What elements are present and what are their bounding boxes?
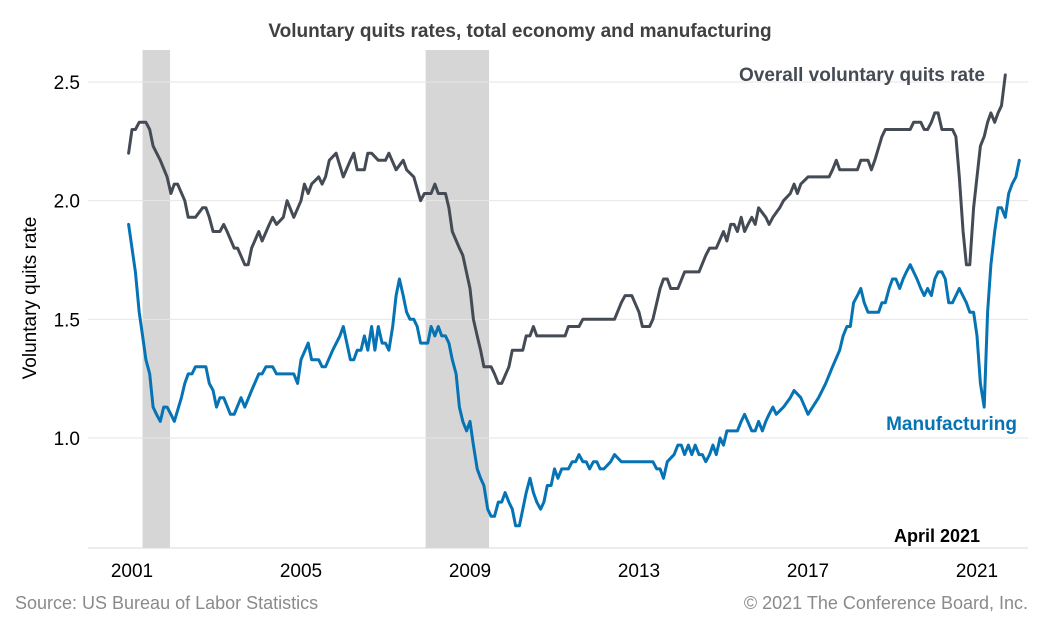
- recession-band-1: [142, 50, 171, 548]
- x-axis-ticks: 2001 2005 2009 2013 2017 2021: [111, 561, 998, 582]
- x-tick-label-2009: 2009: [449, 561, 491, 582]
- x-tick-label-2013: 2013: [618, 561, 660, 582]
- x-tick-label-2017: 2017: [787, 561, 829, 582]
- overall-quits-line: [127, 73, 1007, 385]
- date-annotation: April 2021: [894, 526, 980, 546]
- y-axis-ticks: 1.0 1.5 2.0 2.5: [54, 73, 80, 450]
- manufacturing-series-label: Manufacturing: [886, 414, 1017, 435]
- recession-band-2: [425, 50, 490, 548]
- y-axis-label: Voluntary quits rate: [20, 217, 41, 380]
- gridlines: [88, 81, 1028, 439]
- copyright-note: © 2021 The Conference Board, Inc.: [744, 593, 1028, 613]
- y-tick-label-1.0: 1.0: [54, 429, 80, 450]
- x-tick-label-2001: 2001: [111, 561, 153, 582]
- chart-title: Voluntary quits rates, total economy and…: [268, 21, 771, 42]
- overall-series-label: Overall voluntary quits rate: [739, 65, 985, 86]
- x-tick-label-2005: 2005: [280, 561, 322, 582]
- manufacturing-quits-line: [127, 158, 1021, 528]
- series-lines: [127, 73, 1021, 528]
- y-tick-label-2.5: 2.5: [54, 73, 80, 94]
- recession-shading: [142, 50, 490, 548]
- source-note: Source: US Bureau of Labor Statistics: [15, 593, 318, 613]
- y-tick-label-1.5: 1.5: [54, 310, 80, 331]
- x-tick-label-2021: 2021: [956, 561, 998, 582]
- y-tick-label-2.0: 2.0: [54, 192, 80, 213]
